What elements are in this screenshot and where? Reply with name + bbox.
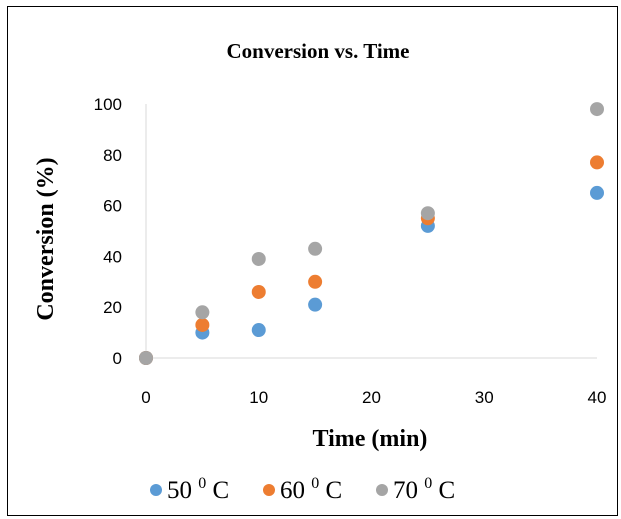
data-point-70 <box>251 251 266 266</box>
x-tick-labels: 0 10 20 30 40 <box>141 388 606 407</box>
legend-marker-70 <box>376 484 388 496</box>
data-point-50 <box>308 297 323 312</box>
x-tick-label: 0 <box>141 388 150 407</box>
y-tick-label: 60 <box>103 197 122 216</box>
data-point-50 <box>590 185 604 200</box>
legend-label-50: 50 0 C <box>167 475 229 504</box>
data-point-70 <box>195 305 210 320</box>
legend: 50 0 C 60 0 C 70 0 C <box>150 475 455 504</box>
data-point-70 <box>590 102 604 117</box>
y-tick-label: 0 <box>113 349 122 368</box>
x-tick-label: 30 <box>475 388 494 407</box>
data-point-70 <box>308 241 323 256</box>
y-tick-label: 40 <box>103 247 122 266</box>
legend-label-60: 60 0 C <box>280 475 342 504</box>
data-point-50 <box>251 323 266 338</box>
x-tick-label: 20 <box>362 388 381 407</box>
chart-svg: Conversion vs. Time 0 20 40 60 80 100 0 10 20 30… <box>33 39 606 504</box>
x-tick-label: 10 <box>249 388 268 407</box>
data-point-60 <box>590 155 604 170</box>
y-tick-label: 20 <box>103 298 122 317</box>
legend-label-70: 70 0 C <box>393 475 455 504</box>
data-point-70 <box>420 206 435 221</box>
y-tick-label: 80 <box>103 146 122 165</box>
y-tick-label: 100 <box>94 95 122 114</box>
x-tick-label: 40 <box>588 388 607 407</box>
legend-marker-60 <box>263 484 275 496</box>
data-points <box>139 102 604 365</box>
x-axis-title: Time (min) <box>313 426 428 452</box>
chart-title: Conversion vs. Time <box>227 39 410 63</box>
chart-frame: Conversion vs. Time 0 20 40 60 80 100 0 10 20 30… <box>7 6 618 516</box>
data-point-70 <box>139 351 153 365</box>
y-tick-labels: 0 20 40 60 80 100 <box>94 95 122 368</box>
data-point-60 <box>308 274 323 289</box>
y-axis-title: Conversion (%) <box>33 157 59 320</box>
data-point-60 <box>251 284 266 299</box>
data-point-60 <box>195 317 210 332</box>
legend-marker-50 <box>150 484 162 496</box>
